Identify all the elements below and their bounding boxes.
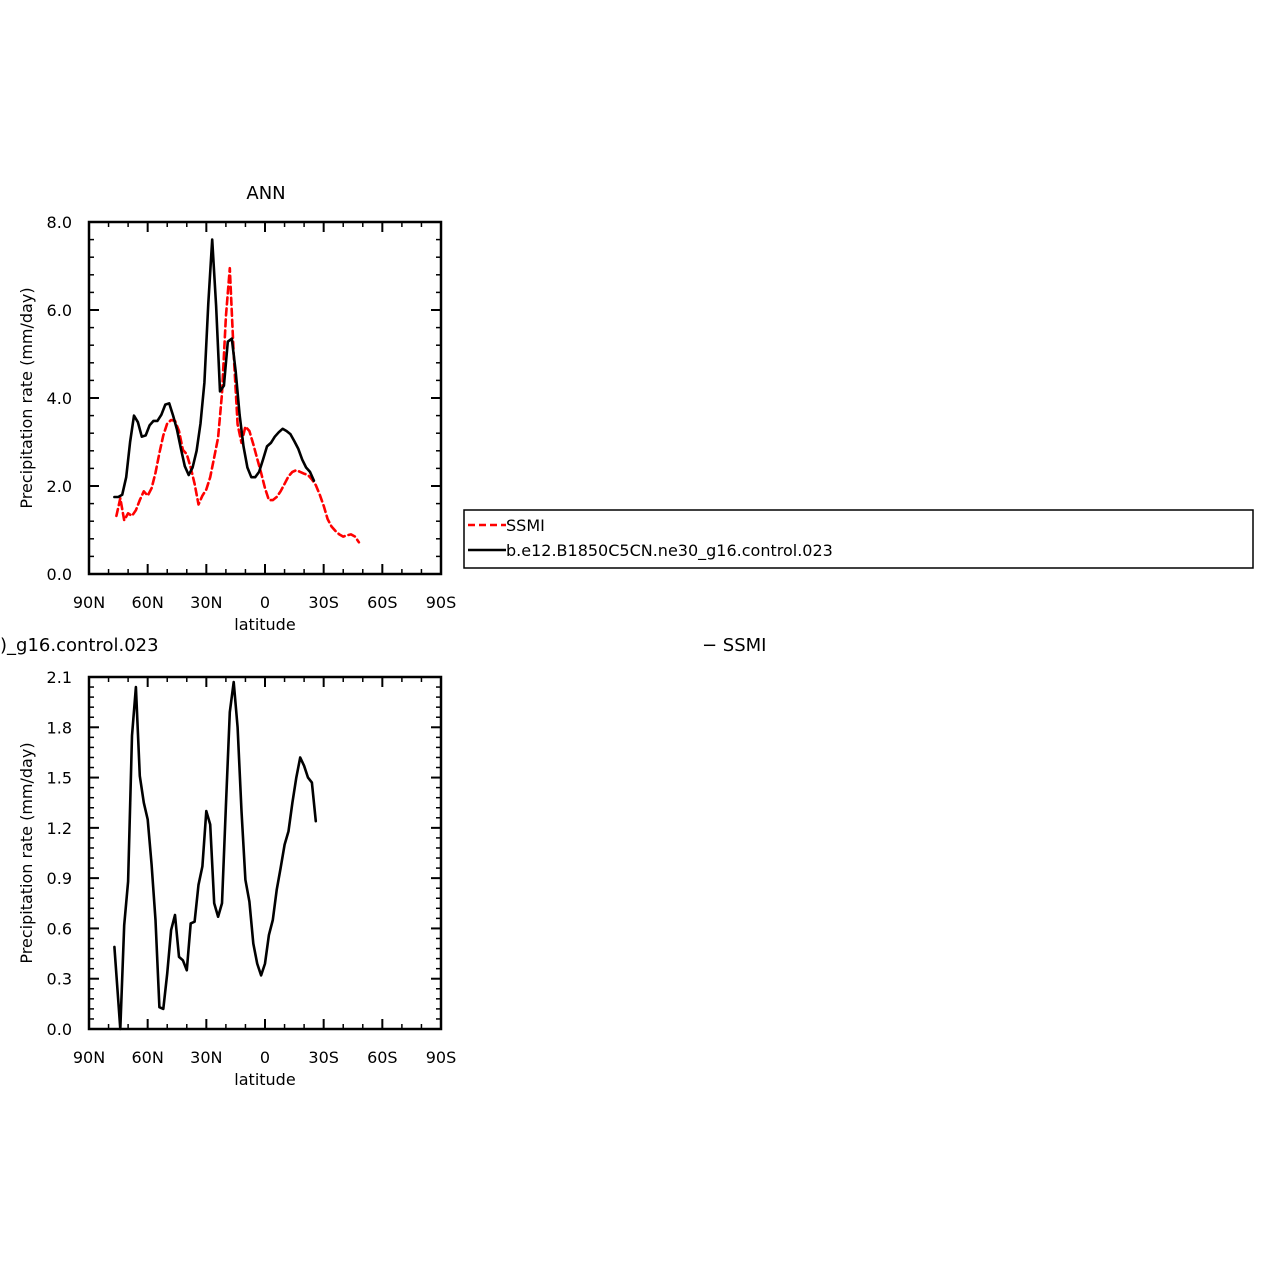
x-tick-label: 90S [426,1048,457,1067]
panel-difference: )_g16.control.023 − SSMI 0.0 0.3 0.6 0.9 1.2… [0,635,767,1089]
y-tick-label: 2.0 [47,477,72,496]
legend: SSMI b.e12.B1850C5CN.ne30_g16.control.02… [463,509,1254,569]
panel2-x-axis: 90N 60N 30N 0 30S 60S 90S [73,677,456,1067]
x-tick-label: 30N [190,593,222,612]
panel2-plot-frame [87,675,443,1031]
series-line-difference [113,680,318,1031]
panel1-x-axis: 90N 60N 30N 0 30S 60S 90S [73,222,456,612]
x-tick-label: 60S [367,1048,398,1067]
panel1-series [113,238,361,544]
panel1-xlabel: latitude [234,615,295,634]
y-tick-label: 6.0 [47,301,72,320]
y-tick-label: 1.5 [47,769,72,788]
x-tick-label: 90N [73,593,105,612]
panel2-series [113,680,318,1031]
y-tick-label: 1.2 [47,819,72,838]
x-tick-label: 30N [190,1048,222,1067]
x-tick-label: 90N [73,1048,105,1067]
x-tick-label: 30S [308,1048,339,1067]
legend-label-model: b.e12.B1850C5CN.ne30_g16.control.023 [506,541,833,561]
panel2-title-right-fragment: − SSMI [702,635,767,656]
x-tick-label: 60S [367,593,398,612]
panel-ann: ANN 0.02.04.06.08.0 90N 60N 30N 0 30S 60S 90S … [17,183,456,634]
panel1-ylabel: Precipitation rate (mm/day) [17,287,36,508]
y-tick-label: 8.0 [47,213,72,232]
panel2-ylabel: Precipitation rate (mm/day) [17,742,36,963]
y-tick-label: 4.0 [47,389,72,408]
legend-box [463,509,1254,569]
panel1-y-axis: 0.0 2.0 4.0 6.0 8.0 [47,213,441,584]
x-tick-label: 60N [132,1048,164,1067]
y-tick-label: 0.3 [47,970,72,989]
y-tick-label: 0.0 [47,1020,72,1039]
y-tick-label: 2.1 [47,668,72,687]
panel2-y-axis: 0.0 0.3 0.6 0.9 1.2 1.5 1.8 2.1 [47,668,441,1039]
panel1-plot-frame [87,220,443,576]
x-tick-label: 60N [132,593,164,612]
series-line-ssmi [115,266,361,544]
x-tick-label: 0 [260,1048,270,1067]
series-line-b [113,238,316,499]
panel2-xlabel: latitude [234,1070,295,1089]
panel1-title: ANN [246,183,285,204]
y-tick-label: 0.6 [47,919,72,938]
y-tick-label: 1.8 [47,718,72,737]
y-tick-label: 0.9 [47,869,72,888]
x-tick-label: 90S [426,593,457,612]
x-tick-label: 30S [308,593,339,612]
y-tick-label: 0.0 [47,565,72,584]
legend-label-ssmi: SSMI [506,516,545,535]
panel2-title-left-fragment: )_g16.control.023 [0,635,159,656]
x-tick-label: 0 [260,593,270,612]
